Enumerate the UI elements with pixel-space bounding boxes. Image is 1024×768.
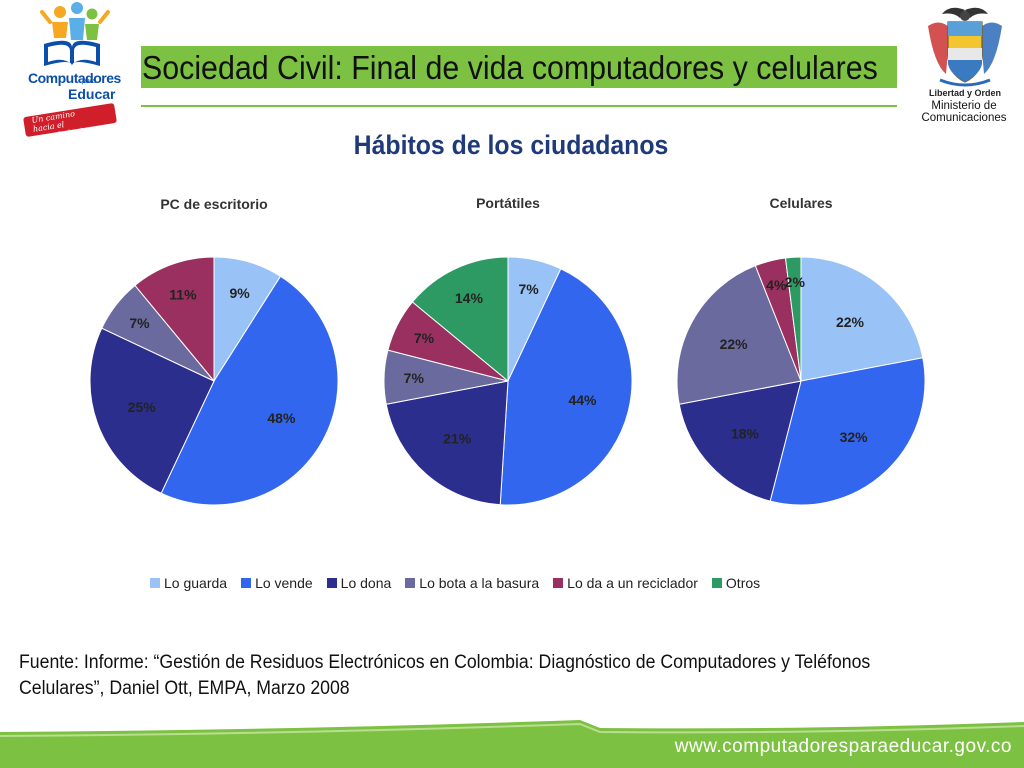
- pie-slice-lo-dona: [385, 380, 509, 506]
- legend-label: Otros: [725, 575, 761, 591]
- pie-data-label: 25%: [128, 399, 157, 415]
- pie-data-label: 18%: [731, 426, 760, 442]
- legend-label: Lo dona: [340, 575, 392, 591]
- pie-data-label: 44%: [568, 392, 597, 408]
- legend-swatch: [405, 578, 416, 588]
- pie-title-celulares: Celulares: [769, 195, 833, 211]
- legend-label: Lo bota a la basura: [419, 575, 540, 591]
- pie-slice-lo-da-a-un-reciclador: [134, 256, 215, 383]
- logo-word-para: para: [82, 78, 97, 85]
- pie-data-label: 4%: [766, 277, 787, 293]
- pie-data-label: 14%: [455, 290, 484, 306]
- motto-text: Libertad y Orden: [928, 88, 1001, 98]
- pie-slice-lo-guarda: [800, 256, 924, 382]
- legend-item-5: Otros: [711, 575, 761, 591]
- logo-word-educar: Educar: [68, 86, 116, 102]
- legend-swatch: [553, 578, 564, 588]
- pie-data-label: 22%: [836, 314, 865, 330]
- legend-swatch: [150, 578, 160, 588]
- pie-chart-2: 22% 32% 18% 22% 4%2%: [676, 256, 926, 506]
- pie-slice-lo-vende: [160, 275, 339, 506]
- pie-data-label: 48%: [267, 410, 296, 426]
- pie-title-portatiles: Portátiles: [476, 195, 540, 211]
- legend-label: Lo guarda: [164, 575, 228, 591]
- pie-data-label: 11%: [169, 287, 197, 303]
- pie-slice-lo-vende: [769, 357, 926, 506]
- pies-canvas: 9%48%25%7%11% 7%44%21%7%7%14%22%32%18%22%…: [89, 256, 926, 506]
- legend-swatch: [241, 578, 252, 588]
- pie-slice-otros: [784, 256, 802, 382]
- footer-band: www.computadoresparaeducar.gov.co: [0, 708, 1024, 768]
- pie-data-label: 7%: [518, 281, 539, 297]
- chart-legend: Lo guarda Lo vende Lo dona Lo bota a la bas…: [150, 573, 774, 593]
- title-bar: Sociedad Civil: Final de vida computador…: [141, 46, 897, 88]
- source-citation: Fuente: Informe: “Gestión de Residuos El…: [19, 650, 912, 702]
- legend-label: Lo vende: [255, 575, 313, 591]
- pie-data-label: 22%: [720, 336, 749, 352]
- legend-swatch: [711, 578, 722, 588]
- colombia-coat-of-arms: Libertad y Orden Ministerio de Comunicac…: [920, 4, 1016, 124]
- pie-data-label: 7%: [414, 330, 435, 346]
- pie-data-label: 32%: [840, 429, 869, 445]
- computadores-para-educar-logo: Computadores para Educar Un camino hacia…: [22, 0, 127, 143]
- website-link[interactable]: www.computadoresparaeducar.gov.co: [674, 736, 1012, 757]
- pie-data-label: 9%: [229, 285, 250, 301]
- legend-label: Lo da a un reciclador: [567, 575, 698, 591]
- source-line2: Celulares”, Daniel Ott, EMPA, Marzo 2008: [19, 678, 350, 699]
- pie-slice-otros: [411, 256, 509, 383]
- pie-data-label: 7%: [404, 370, 425, 386]
- pie-chart-1: 7% 44% 21% 7% 7% 14%: [383, 256, 633, 506]
- legend-item-0: Lo guarda: [150, 575, 227, 591]
- slide-subtitle: Hábitos de los ciudadanos: [353, 130, 669, 160]
- ministry-name: Ministerio de Comunicaciones: [914, 100, 1014, 124]
- legend-item-3: Lo bota a la basura: [405, 575, 539, 591]
- slide-title: Sociedad Civil: Final de vida computador…: [142, 49, 878, 86]
- pie-chart-0: 9% 48% 25% 7% 11%: [89, 256, 339, 506]
- pie-data-label: 21%: [443, 431, 472, 447]
- pie-slice-lo-vende: [499, 268, 633, 506]
- pie-slice-lo-dona: [89, 327, 215, 494]
- pie-slice-lo-dona: [678, 380, 802, 502]
- pie-slice-lo-bota-a-la-basura: [676, 265, 802, 405]
- legend-swatch: [326, 578, 337, 588]
- pie-data-label: 7%: [129, 315, 150, 331]
- source-line1: Fuente: Informe: “Gestión de Residuos El…: [19, 652, 871, 673]
- children-book-icon: [40, 2, 110, 66]
- pie-data-label: 2%: [785, 274, 806, 290]
- legend-item-4: Lo da a un reciclador: [553, 575, 698, 591]
- title-divider: [141, 105, 897, 107]
- ministry-line2: Comunicaciones: [921, 112, 1007, 124]
- ministry-line1: Ministerio de: [931, 100, 997, 112]
- pie-title-pc-escritorio: PC de escritorio: [160, 196, 268, 212]
- footer-wave: [0, 720, 1024, 768]
- logo-word-computadores: Computadores: [28, 70, 121, 86]
- legend-item-2: Lo dona: [326, 575, 392, 591]
- pie-charts: PC de escritorio Portátiles Celulares 9%…: [0, 185, 1024, 545]
- legend-item-1: Lo vende: [241, 575, 313, 591]
- coat-of-arms-icon: [928, 7, 1002, 87]
